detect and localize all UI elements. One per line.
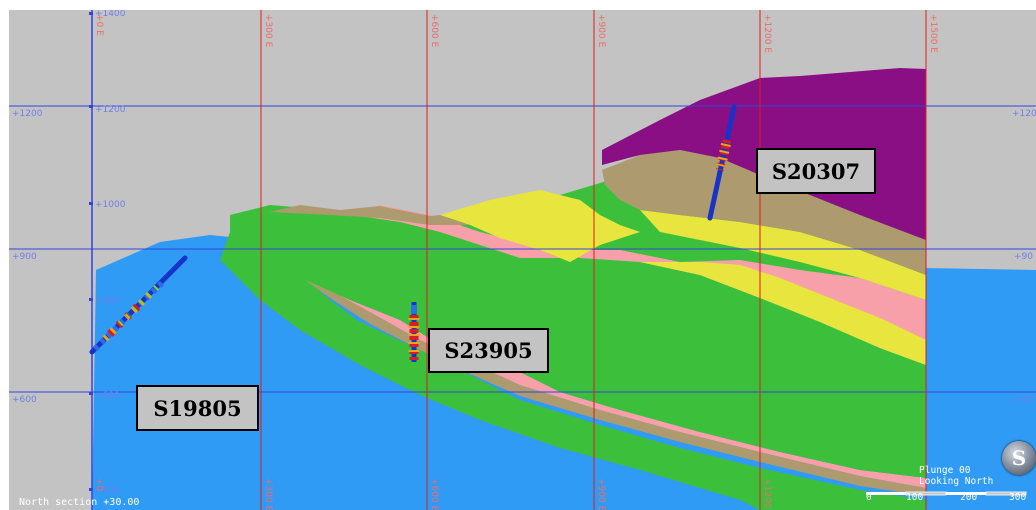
label-s23905-text: S23905 <box>444 338 533 363</box>
east-label-bottom-300: +300 E <box>263 478 273 510</box>
drill-trace-s19805[interactable] <box>89 255 188 355</box>
elev-label-600-right: +60 <box>1014 395 1033 405</box>
compass-glyph: S <box>1011 446 1027 470</box>
east-label-600: +600 E <box>429 14 439 48</box>
section-name-readout: North section +30.00 <box>19 497 140 508</box>
east-label-900: +900 E <box>596 14 606 48</box>
view-orientation-readout: Plunge 00 Looking North <box>919 465 993 487</box>
label-s23905[interactable]: S23905 <box>428 328 549 373</box>
elev-label-400: +400 <box>95 486 120 496</box>
plunge-readout: Plunge 00 <box>919 465 971 476</box>
geology-units <box>92 68 1036 510</box>
east-label-300: +300 E <box>263 14 273 48</box>
east-label-bottom-600: +600 E <box>429 478 439 510</box>
elev-label-1200-left: +1200 <box>12 109 43 119</box>
elev-label-900-left: +900 <box>12 252 37 262</box>
east-label-bottom-900: +900 E <box>596 478 606 510</box>
elevation-ticks <box>89 12 93 491</box>
elev-label-800: +800 <box>95 296 120 306</box>
label-s20307-text: S20307 <box>771 158 861 184</box>
east-label-0: +0 E <box>94 14 104 36</box>
compass-icon[interactable]: S <box>1002 441 1036 475</box>
scale-label-100: 100 <box>906 492 924 503</box>
scale-label-200: 200 <box>960 492 978 503</box>
elev-label-600-left: +600 <box>12 395 37 405</box>
label-s19805-text: S19805 <box>153 395 242 421</box>
scale-label-0: 0 <box>866 492 872 503</box>
east-label-1500: +1500 E <box>928 14 938 53</box>
east-label-bottom-1200: +1200 E <box>762 478 772 510</box>
scale-label-300: 300 <box>1009 492 1027 503</box>
label-s20307[interactable]: S20307 <box>756 148 876 194</box>
elev-label-1200: +1200 <box>95 105 126 115</box>
elev-label-1000: +1000 <box>95 200 126 210</box>
tan-right-band <box>602 150 926 275</box>
drill-trace-s20307[interactable] <box>707 104 737 221</box>
label-s19805[interactable]: S19805 <box>136 385 259 431</box>
east-label-1200: +1200 E <box>762 14 772 53</box>
yellow-right-band <box>640 210 926 300</box>
east-label-bottom-0: +0 <box>94 478 104 492</box>
elev-label-600: +600 <box>95 391 120 401</box>
section-viewport[interactable]: +1400 +1200 +1200 +120 +1000 +900 +90 +8… <box>9 10 1036 510</box>
easting-grid <box>260 10 927 510</box>
yellow-lower-band <box>640 262 926 365</box>
looking-direction-readout: Looking North <box>919 476 994 487</box>
elev-label-1200-right: +120 <box>1012 109 1036 119</box>
tan-upper-band <box>270 205 470 225</box>
elev-label-1400: +1400 <box>95 10 126 19</box>
scale-bar <box>866 491 1027 496</box>
elev-label-900-right: +90 <box>1014 252 1033 262</box>
yellow-upper-unit <box>440 190 640 262</box>
